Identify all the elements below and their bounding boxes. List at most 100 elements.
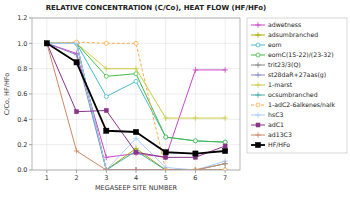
point: [45, 41, 49, 45]
point: [223, 140, 227, 144]
legend-box: [247, 18, 347, 153]
grid: [32, 18, 240, 170]
point: [44, 41, 50, 47]
legend-marker: [255, 32, 261, 38]
tick: [46, 170, 47, 173]
tick: [29, 144, 32, 145]
series-line: [47, 43, 225, 153]
tick: [29, 170, 32, 171]
point: [103, 66, 109, 72]
legend-label: HF/HFo: [268, 141, 290, 148]
point: [44, 41, 50, 47]
point: [45, 41, 49, 45]
chart: 0.00.20.40.60.81.01.21234567RELATIVE CON…: [0, 0, 350, 204]
legend-marker: [256, 43, 260, 47]
point: [44, 41, 50, 47]
point: [223, 144, 227, 148]
legend-item: hsC3: [251, 111, 283, 118]
legend-label: eom: [268, 41, 282, 48]
legend-marker: [255, 82, 261, 88]
tick: [29, 94, 32, 95]
legend-label: st28daR+27aas(g): [268, 71, 326, 79]
point: [164, 168, 168, 170]
point: [223, 140, 227, 144]
tick-label: 1.2: [17, 14, 27, 22]
point: [44, 41, 50, 47]
legend-label: ocsumbranched: [268, 91, 318, 98]
point: [133, 136, 139, 142]
point: [134, 72, 138, 76]
point: [133, 66, 139, 72]
point: [193, 139, 197, 143]
legend-item: 1-adC2-6alkenes/nalk: [251, 101, 335, 108]
tick: [136, 170, 137, 173]
tick: [29, 119, 32, 120]
series: [45, 40, 227, 170]
series: [44, 41, 228, 170]
legend-marker: [255, 22, 261, 28]
point: [44, 41, 49, 46]
legend-marker: [255, 132, 261, 138]
tick-label: 2: [75, 174, 79, 182]
tick-label: 4: [134, 174, 138, 182]
point: [193, 168, 197, 170]
tick-label: 0.6: [17, 90, 27, 98]
series: [45, 41, 227, 144]
plot-frame: [32, 18, 240, 170]
point: [74, 41, 80, 47]
point: [193, 151, 198, 156]
grid-line: [195, 18, 196, 170]
legend-marker: [255, 72, 261, 78]
point: [103, 155, 109, 161]
point: [222, 167, 228, 170]
point: [44, 41, 50, 47]
tick-label: 0.4: [17, 116, 27, 124]
legend-item: trit23/3(Q): [251, 61, 301, 68]
legend-item: st28daR+27aas(g): [251, 71, 326, 79]
legend-label: ad13C3: [268, 131, 292, 138]
series-line: [47, 43, 225, 170]
series: [44, 41, 228, 170]
series: [44, 41, 228, 170]
point: [163, 155, 169, 161]
tick: [225, 170, 226, 173]
point: [45, 41, 49, 45]
point: [104, 41, 108, 45]
point: [74, 41, 80, 47]
legend-label: 1-marst: [268, 81, 293, 88]
tick-label: 0.2: [17, 141, 27, 149]
legend-marker: [256, 53, 260, 57]
title: RELATIVE CONCENTRATION (C/Co), HEAT FLOW…: [46, 4, 267, 12]
point: [104, 95, 108, 99]
point: [104, 74, 108, 78]
point: [222, 167, 228, 170]
point: [133, 129, 138, 134]
legend-label: trit23/3(Q): [268, 61, 301, 68]
point: [133, 167, 139, 170]
point: [193, 67, 199, 73]
legend-item: HF/HFo: [251, 141, 290, 148]
series: [45, 41, 227, 159]
series-line: [47, 43, 225, 170]
point: [193, 139, 197, 143]
legend-label: adsumbranched: [268, 31, 318, 38]
legend-item: ad13C3: [251, 131, 292, 138]
point: [163, 167, 169, 170]
legend-item: adC1: [251, 121, 284, 128]
tick: [29, 68, 32, 69]
tick-label: 1: [45, 174, 49, 182]
tick-label: 6: [193, 174, 197, 182]
tick-label: 0.8: [17, 65, 27, 73]
series-line: [47, 42, 225, 170]
legend-marker: [256, 103, 260, 107]
legend-item: adsumbranched: [251, 31, 318, 38]
series: [44, 41, 228, 170]
point: [193, 167, 199, 170]
legend-item: ocsumbranched: [251, 91, 318, 98]
tick-label: 1.0: [17, 40, 27, 48]
point: [45, 41, 49, 45]
series-line: [47, 43, 225, 142]
point: [44, 41, 50, 47]
tick: [29, 18, 32, 19]
tick: [106, 170, 107, 173]
